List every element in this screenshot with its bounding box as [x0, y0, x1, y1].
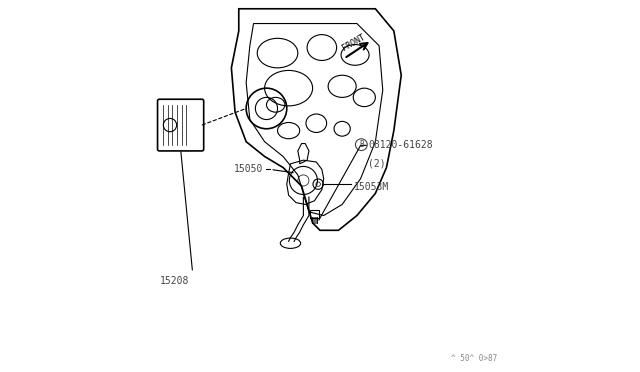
Text: (2): (2): [368, 158, 386, 168]
Text: 08120-61628: 08120-61628: [368, 140, 433, 150]
Text: FRONT: FRONT: [340, 33, 367, 53]
Text: 15208: 15208: [159, 276, 189, 286]
Text: 15053M: 15053M: [354, 182, 389, 192]
Text: 15050: 15050: [234, 164, 263, 174]
Text: ^ 50^ 0>87: ^ 50^ 0>87: [451, 354, 497, 363]
Text: B: B: [359, 140, 364, 149]
